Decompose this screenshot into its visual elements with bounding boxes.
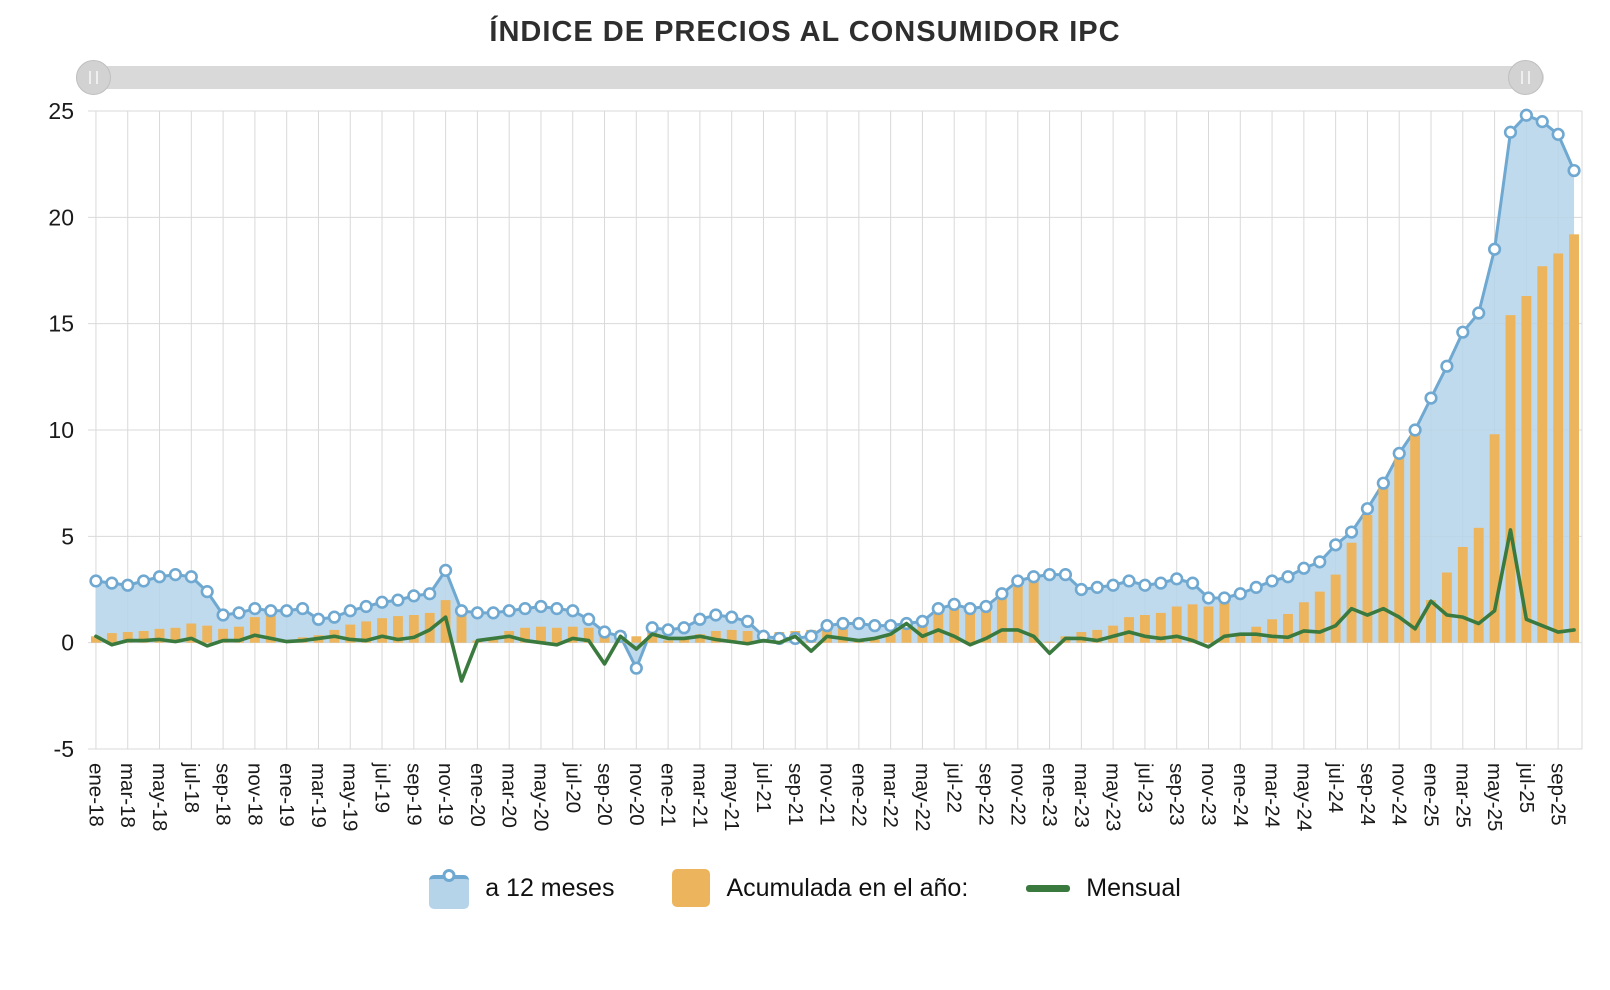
chart-plot-area[interactable]: -5 0 5 10 15 20 25 ene-18 mar-18 may-18 jul-18 sep-…	[0, 99, 1610, 861]
svg-text:may-25: may-25	[1483, 763, 1506, 831]
legend-label-acumulada: Acumulada en el año:	[726, 873, 969, 902]
svg-text:jul-19: jul-19	[371, 762, 394, 813]
bullet-marker-icon	[442, 869, 456, 882]
svg-text:may-20: may-20	[529, 763, 552, 831]
bar-series-swatch	[672, 869, 711, 907]
legend-item-mensual[interactable]: Mensual	[1026, 874, 1181, 903]
grip-handle-icon	[1521, 71, 1530, 84]
chart-title: ÍNDICE DE PRECIOS AL CONSUMIDOR IPC	[489, 16, 1121, 48]
svg-text:nov-20: nov-20	[625, 763, 648, 826]
line-series-swatch	[1026, 884, 1071, 892]
area-series-swatch	[429, 869, 470, 909]
svg-text:jul-25: jul-25	[1515, 762, 1538, 813]
svg-text:jul-18: jul-18	[180, 762, 203, 813]
scrollbar-left-grip[interactable]	[76, 60, 111, 95]
legend: a 12 meses Acumulada en el año: Mensual	[0, 867, 1610, 909]
grip-handle-icon	[89, 71, 98, 84]
legend-item-a-12-meses[interactable]: a 12 meses	[429, 867, 614, 909]
svg-text:jul-24: jul-24	[1324, 762, 1347, 813]
svg-text:mar-22: mar-22	[879, 763, 902, 828]
svg-text:mar-21: mar-21	[688, 763, 711, 828]
svg-text:sep-18: sep-18	[212, 763, 235, 826]
svg-text:may-19: may-19	[339, 763, 362, 831]
svg-text:sep-22: sep-22	[974, 763, 997, 826]
svg-text:may-22: may-22	[911, 763, 934, 831]
legend-label-a-12-meses: a 12 meses	[485, 873, 615, 902]
svg-text:mar-24: mar-24	[1261, 763, 1284, 828]
svg-text:ene-24: ene-24	[1229, 763, 1252, 827]
svg-text:sep-25: sep-25	[1547, 763, 1570, 826]
svg-text:ene-19: ene-19	[275, 763, 298, 827]
svg-text:nov-21: nov-21	[816, 763, 839, 826]
svg-text:may-23: may-23	[1102, 763, 1125, 831]
svg-text:nov-18: nov-18	[243, 763, 266, 826]
svg-text:sep-24: sep-24	[1356, 763, 1379, 826]
svg-text:20: 20	[48, 204, 74, 230]
svg-text:mar-25: mar-25	[1451, 763, 1474, 828]
svg-text:may-18: may-18	[148, 763, 171, 831]
svg-text:ene-20: ene-20	[466, 763, 489, 827]
svg-text:ene-25: ene-25	[1420, 763, 1443, 827]
svg-text:nov-23: nov-23	[1197, 763, 1220, 826]
scrollbar-right-grip[interactable]	[1508, 60, 1543, 95]
chart-canvas[interactable]: -5 0 5 10 15 20 25 ene-18 mar-18 may-18 jul-18 sep-…	[0, 99, 1610, 861]
svg-text:nov-19: nov-19	[434, 763, 457, 826]
svg-text:ene-21: ene-21	[657, 763, 680, 827]
svg-text:ene-18: ene-18	[84, 763, 107, 827]
svg-text:15: 15	[48, 311, 74, 337]
svg-text:mar-20: mar-20	[498, 763, 521, 828]
legend-item-acumulada[interactable]: Acumulada en el año:	[672, 869, 968, 907]
svg-text:jul-22: jul-22	[943, 762, 966, 813]
svg-text:nov-24: nov-24	[1388, 763, 1411, 826]
svg-text:jul-21: jul-21	[752, 762, 775, 813]
svg-text:mar-18: mar-18	[116, 763, 139, 828]
svg-text:jul-23: jul-23	[1133, 762, 1156, 813]
scrollbar-track[interactable]	[76, 66, 1544, 89]
svg-text:may-24: may-24	[1292, 763, 1315, 831]
svg-text:ene-22: ene-22	[847, 763, 870, 827]
svg-text:0: 0	[61, 630, 74, 656]
svg-text:-5: -5	[54, 736, 74, 762]
svg-text:ene-23: ene-23	[1038, 763, 1061, 827]
svg-text:sep-23: sep-23	[1165, 763, 1188, 826]
svg-text:sep-21: sep-21	[784, 763, 807, 826]
svg-text:5: 5	[61, 523, 74, 549]
svg-text:sep-19: sep-19	[402, 763, 425, 826]
svg-text:mar-23: mar-23	[1070, 763, 1093, 828]
svg-text:mar-19: mar-19	[307, 763, 330, 828]
svg-text:25: 25	[48, 99, 74, 124]
svg-text:10: 10	[48, 417, 74, 443]
svg-text:nov-22: nov-22	[1006, 763, 1029, 826]
legend-label-mensual: Mensual	[1086, 873, 1181, 902]
svg-text:jul-20: jul-20	[561, 762, 584, 813]
svg-text:may-21: may-21	[720, 763, 743, 831]
svg-text:sep-20: sep-20	[593, 763, 616, 826]
chart-range-scrollbar	[0, 57, 1610, 99]
